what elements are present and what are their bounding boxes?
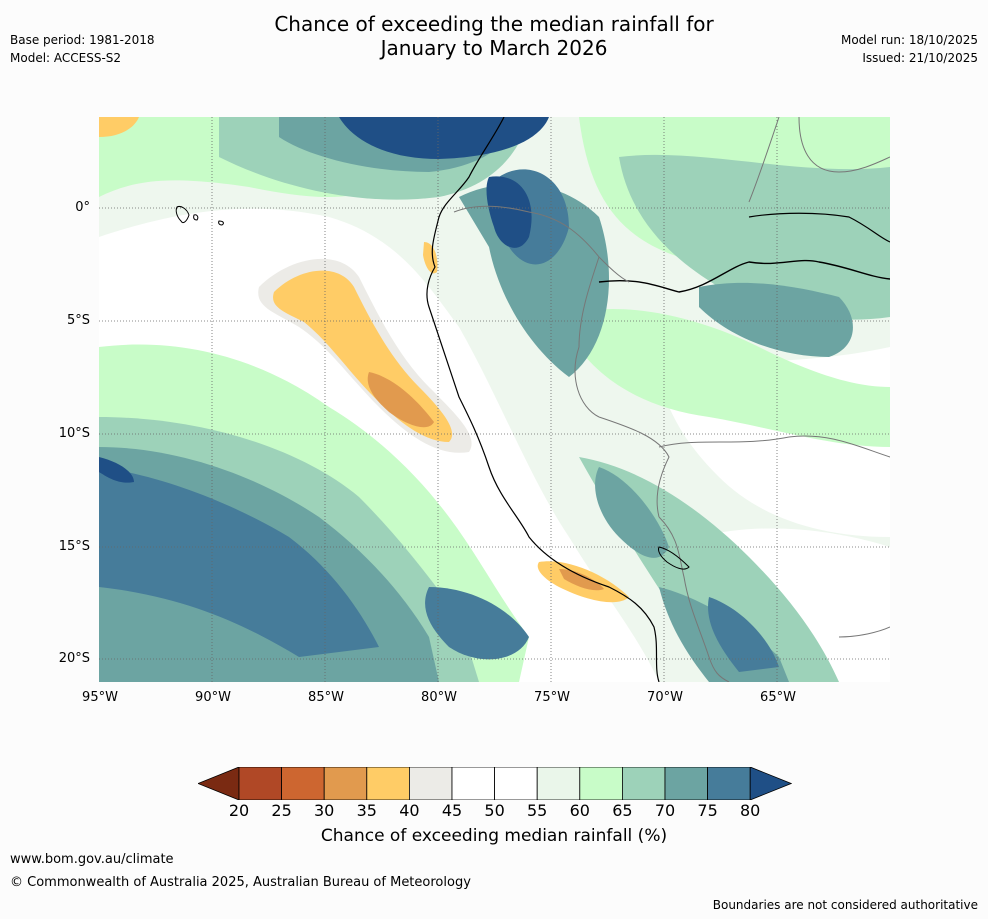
colorbar-cell xyxy=(366,766,410,801)
footer-url[interactable]: www.bom.gov.au/climate xyxy=(10,852,174,867)
map-svg xyxy=(99,116,891,683)
colorbar-cell xyxy=(408,766,453,801)
colorbar-cells xyxy=(196,766,793,801)
region-35-40-nw-corner xyxy=(99,117,139,137)
meta-right: Model run: 18/10/2025 Issued: 21/10/2025 xyxy=(841,31,978,67)
region-70-75-amazon xyxy=(699,282,853,357)
region-70-75-peru xyxy=(595,467,669,558)
footer-disclaimer: Boundaries are not considered authoritat… xyxy=(712,898,978,912)
lon-label-90w: 90°W xyxy=(195,690,231,705)
meta-left: Base period: 1981-2018 Model: ACCESS-S2 xyxy=(10,31,155,67)
coastline-south-america xyxy=(426,116,660,683)
colorbar-tick-label: 60 xyxy=(569,801,590,820)
model-name: Model: ACCESS-S2 xyxy=(10,51,122,65)
colorbar-tick-label: 20 xyxy=(228,801,250,820)
lon-label-80w: 80°W xyxy=(421,690,457,705)
lon-label-65w: 65°W xyxy=(760,690,796,705)
colorbar-svg xyxy=(196,766,793,801)
colorbar-cell xyxy=(323,766,368,801)
lat-label-10s: 10°S xyxy=(58,426,90,441)
lon-label-70w: 70°W xyxy=(647,690,683,705)
base-period: Base period: 1981-2018 xyxy=(10,33,155,47)
country-boundaries xyxy=(453,116,891,683)
lake-titicaca xyxy=(658,546,690,570)
lat-label-20s: 20°S xyxy=(58,651,90,666)
colorbar-cell xyxy=(536,766,581,801)
colorbar-cell xyxy=(707,766,751,801)
lat-label-5s: 5°S xyxy=(66,313,90,328)
galapagos-islands xyxy=(175,206,224,226)
title-line-2: January to March 2026 xyxy=(380,36,608,60)
map-title: Chance of exceeding the median rainfall … xyxy=(0,12,988,60)
colorbar-cell xyxy=(579,766,623,801)
region-30-35-coast xyxy=(367,372,434,428)
region-75-80-ocean-south xyxy=(425,587,529,660)
region-60-65-central xyxy=(559,308,890,447)
colorbar-tick-label: 55 xyxy=(527,801,548,820)
issued-date: Issued: 21/10/2025 xyxy=(862,51,978,65)
colorbar-cell xyxy=(494,766,538,801)
colorbar-tick-label: 35 xyxy=(356,801,377,820)
lon-label-95w: 95°W xyxy=(82,690,118,705)
region-65-70-northeast xyxy=(619,154,890,320)
colorbar-cell xyxy=(451,766,495,801)
footer-copyright: © Commonwealth of Australia 2025, Austra… xyxy=(10,875,471,890)
colorbar-cell xyxy=(238,766,282,801)
colorbar-arrow-low xyxy=(196,766,240,801)
region-above-80-colombia xyxy=(486,176,532,248)
colorbar-tick-label: 70 xyxy=(654,801,676,820)
colorbar-tick-label: 65 xyxy=(612,801,633,820)
title-line-1: Chance of exceeding the median rainfall … xyxy=(274,12,714,36)
graticule xyxy=(99,117,890,682)
lat-label-0: 0° xyxy=(75,200,90,215)
colorbar-cell xyxy=(664,766,708,801)
colorbar-tick-label: 50 xyxy=(484,801,505,820)
colorbar-tick-label: 40 xyxy=(399,801,420,820)
region-above-80-west xyxy=(99,457,134,483)
region-30-35-arequipa xyxy=(559,569,604,591)
region-above-80-north xyxy=(339,117,549,159)
model-run: Model run: 18/10/2025 xyxy=(840,33,978,47)
region-75-80-altiplano xyxy=(708,597,779,672)
region-75-80-sw xyxy=(99,467,379,657)
lon-label-85w: 85°W xyxy=(308,690,344,705)
lat-label-15s: 15°S xyxy=(58,539,90,554)
colorbar-tick-label: 80 xyxy=(740,801,761,820)
rainfall-map xyxy=(99,116,891,683)
colorbar xyxy=(196,766,793,801)
colorbar-tick-label: 30 xyxy=(314,801,335,820)
colorbar-cell xyxy=(621,766,666,801)
colorbar-tick-label: 75 xyxy=(697,801,718,820)
colorbar-tick-label: 25 xyxy=(271,801,292,820)
colorbar-tick-label: 45 xyxy=(441,801,463,820)
lon-label-75w: 75°W xyxy=(534,690,570,705)
colorbar-title: Chance of exceeding median rainfall (%) xyxy=(320,826,668,846)
rio-negro xyxy=(748,212,891,243)
amazon-river xyxy=(598,259,891,293)
colorbar-arrow-high xyxy=(749,766,793,801)
colorbar-cell xyxy=(281,766,325,801)
